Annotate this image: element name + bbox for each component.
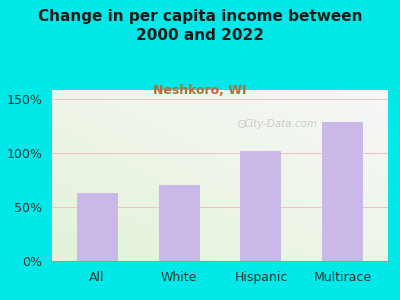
Text: Change in per capita income between
2000 and 2022: Change in per capita income between 2000… bbox=[38, 9, 362, 43]
Bar bbox=[322, 122, 364, 261]
Text: Neshkoro, WI: Neshkoro, WI bbox=[153, 84, 247, 97]
Bar bbox=[158, 185, 200, 261]
Text: City-Data.com: City-Data.com bbox=[244, 119, 318, 129]
Text: ⊙: ⊙ bbox=[236, 118, 247, 131]
Bar bbox=[76, 193, 118, 261]
Bar bbox=[240, 151, 282, 261]
